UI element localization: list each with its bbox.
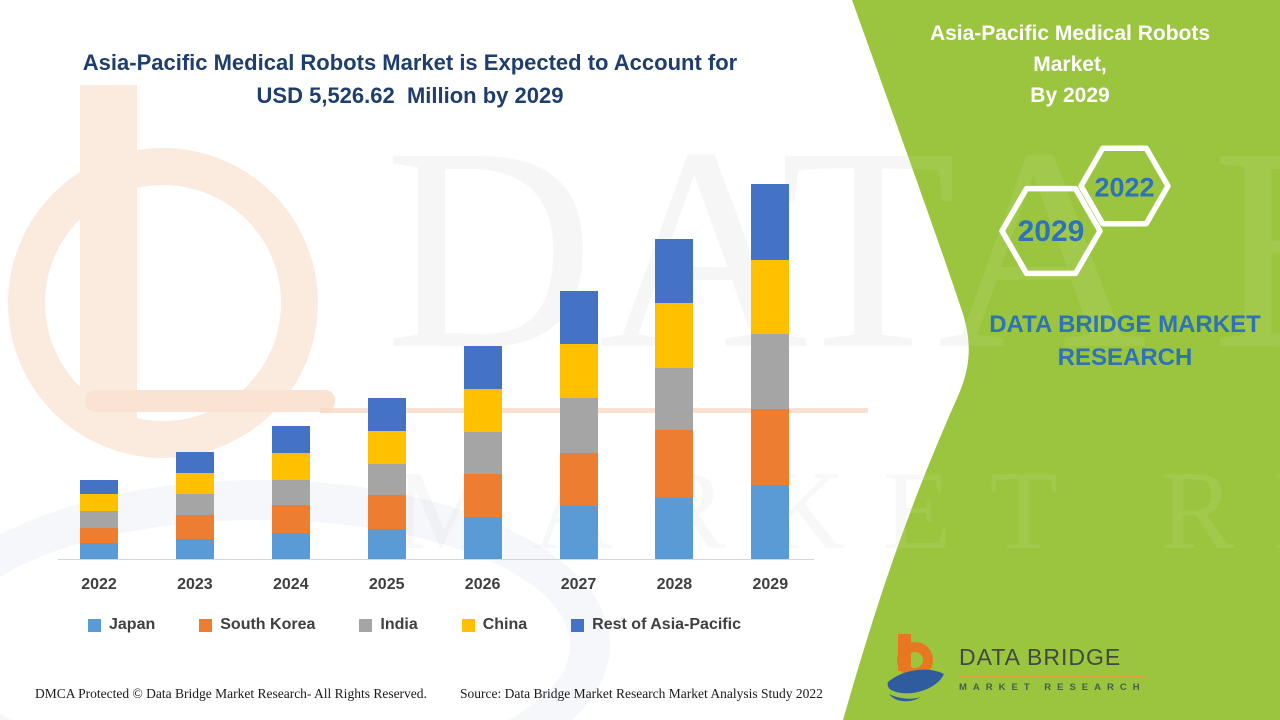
dbmr-logo-text: DATA BRIDGE MARKET RESEARCH: [959, 644, 1146, 693]
legend: Japan South Korea India China Rest of Asia-P…: [88, 616, 741, 634]
bar-segment-2025-india: [367, 464, 406, 495]
stacked-bar-2022: [80, 480, 118, 560]
x-axis-label-2029: 2029: [752, 576, 789, 593]
stacked-bar-2024: [271, 425, 310, 560]
side-panel-brand-text: DATA BRIDGE MARKET RESEARCH: [989, 311, 1261, 371]
bar-segment-2025-south-korea: [367, 494, 406, 530]
bar-segment-2028-china: [655, 302, 694, 368]
bar-segment-2022-china: [80, 494, 118, 512]
side-panel-title-line2: By 2029: [1030, 84, 1110, 107]
x-axis-label-2027: 2027: [560, 576, 597, 593]
bar-segment-2026-india: [463, 431, 502, 474]
bar-segment-2029-rest-of-asia-pacific: [751, 184, 790, 260]
legend-label-japan: Japan: [109, 616, 156, 633]
stacked-bar-2027: [559, 291, 598, 560]
x-axis-labels: 2022 2023 2024 2025 2026 2027 2028 2029: [60, 576, 820, 600]
chart-title-line1: Asia-Pacific Medical Robots Market is Ex…: [82, 50, 738, 75]
legend-label-china: China: [482, 616, 528, 633]
chart-title-line2: USD 5,526.62 Million by 2029: [256, 83, 564, 108]
side-panel-title: Asia-Pacific Medical Robots Market, By 2…: [895, 18, 1245, 111]
legend-item-china: China: [461, 616, 528, 634]
bar-segment-2029-china: [751, 259, 790, 335]
legend-item-rest-of-asia-pacific: Rest of Asia-Pacific: [571, 616, 741, 634]
bar-segment-2024-india: [271, 479, 310, 505]
bar-segment-2028-rest-of-asia-pacific: [655, 239, 694, 303]
x-axis-label-2023: 2023: [177, 576, 213, 593]
legend-item-india: India: [359, 616, 418, 634]
bar-segment-2027-rest-of-asia-pacific: [559, 291, 598, 345]
stacked-bar-2023: [175, 451, 214, 560]
bar-segment-2027-japan: [559, 505, 598, 560]
footer-dmca-text: DMCA Protected © Data Bridge Market Rese…: [35, 686, 427, 701]
bar-segment-2024-japan: [271, 532, 310, 560]
bar-segment-2023-south-korea: [175, 515, 214, 539]
bar-segment-2024-rest-of-asia-pacific: [271, 425, 310, 453]
bar-segment-2029-india: [751, 334, 790, 410]
hexagon-2029-label: 2029: [1018, 215, 1085, 248]
legend-label-india: India: [380, 616, 418, 633]
stacked-bar-2028: [655, 239, 694, 560]
dbmr-logo-icon: [887, 634, 944, 702]
bar-segment-2026-japan: [463, 516, 502, 560]
legend-item-japan: Japan: [88, 616, 155, 634]
year-hexagons: 2022 2029: [999, 145, 1171, 277]
legend-swatch-south-korea: [199, 618, 213, 632]
chart-title: Asia-Pacific Medical Robots Market is Ex…: [55, 46, 765, 112]
side-panel-title-line1: Asia-Pacific Medical Robots Market,: [929, 22, 1211, 76]
bar-segment-2029-japan: [751, 484, 790, 560]
legend-swatch-india: [359, 618, 373, 632]
legend-swatch-rest-of-asia-pacific: [571, 618, 585, 632]
bar-segment-2028-south-korea: [655, 430, 694, 499]
bar-segment-2029-south-korea: [751, 409, 790, 485]
x-axis-line: [58, 559, 814, 560]
hexagon-2022-label: 2022: [1094, 173, 1154, 203]
bar-segment-2023-china: [175, 472, 214, 494]
dbmr-logo: DATA BRIDGE MARKET RESEARCH: [885, 632, 1146, 704]
bar-segment-2022-rest-of-asia-pacific: [80, 480, 118, 495]
bar-segment-2028-japan: [655, 498, 694, 560]
bar-segment-2026-south-korea: [463, 474, 502, 517]
stacked-bar-2025: [367, 398, 406, 560]
legend-swatch-japan: [88, 618, 101, 632]
legend-label-rest-of-asia-pacific: Rest of Asia-Pacific: [592, 616, 741, 633]
bar-segment-2024-china: [271, 452, 310, 480]
x-axis-label-2028: 2028: [656, 576, 693, 593]
hexagon-2029: [999, 185, 1103, 277]
plot-area: [60, 150, 820, 560]
bar-segment-2024-south-korea: [271, 505, 310, 533]
bar-segment-2028-india: [655, 367, 694, 431]
bar-segment-2027-india: [559, 398, 598, 453]
bar-segment-2027-china: [559, 344, 598, 399]
x-axis-label-2022: 2022: [81, 576, 117, 593]
x-axis-label-2026: 2026: [464, 576, 501, 593]
legend-label-south-korea: South Korea: [220, 616, 316, 633]
bar-segment-2027-south-korea: [559, 452, 598, 506]
x-axis-label-2024: 2024: [273, 576, 309, 593]
stacked-bar-2026: [463, 345, 502, 560]
bar-segment-2026-china: [463, 389, 502, 432]
bar-segment-2025-japan: [367, 529, 406, 560]
bar-segment-2025-china: [367, 430, 406, 465]
legend-swatch-china: [461, 618, 475, 632]
hexagon-2022: [1078, 145, 1171, 227]
bar-segment-2023-japan: [175, 538, 214, 560]
bar-segment-2023-india: [175, 493, 214, 516]
bar-segment-2022-south-korea: [80, 528, 118, 544]
bar-segment-2022-japan: [80, 543, 118, 560]
bar-segment-2026-rest-of-asia-pacific: [463, 345, 502, 389]
dbmr-logo-name: DATA BRIDGE: [959, 644, 1146, 678]
bar-segment-2022-india: [80, 511, 118, 529]
bar-segment-2025-rest-of-asia-pacific: [367, 398, 406, 431]
legend-item-south-korea: South Korea: [199, 616, 315, 634]
x-axis-label-2025: 2025: [368, 576, 405, 593]
stacked-bar-2029: [751, 184, 790, 560]
footer-source-text: Source: Data Bridge Market Research Mark…: [460, 686, 823, 701]
dbmr-logo-subtitle: MARKET RESEARCH: [959, 681, 1146, 693]
bar-segment-2023-rest-of-asia-pacific: [175, 451, 214, 473]
